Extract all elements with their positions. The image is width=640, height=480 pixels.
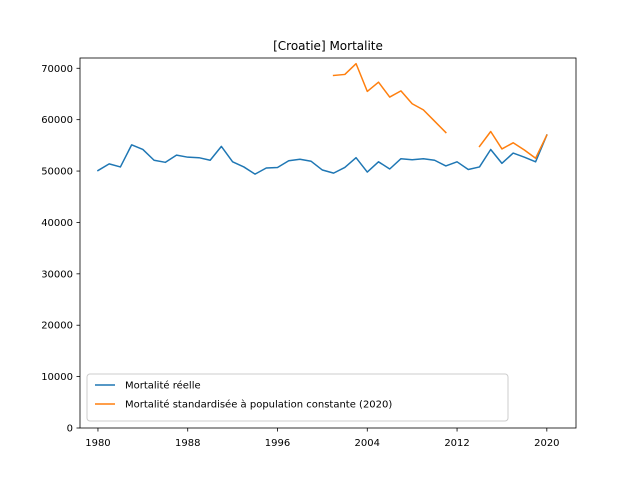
x-tick-label: 1988 (175, 438, 200, 449)
series-line-1 (478, 130, 548, 159)
legend: Mortalité réelle Mortalité standardisée à… (86, 373, 509, 422)
x-tick-label: 1996 (265, 438, 290, 449)
series-layer (96, 62, 548, 175)
x-axis: 1980 1988 1996 2004 2012 2020 (85, 428, 560, 449)
y-tick-label: 50000 (41, 167, 73, 178)
y-tick-label: 20000 (41, 321, 73, 332)
y-tick-label: 60000 (41, 115, 73, 126)
y-axis: 0 10000 20000 30000 40000 50000 60000 70000 (41, 64, 80, 435)
plot-area-frame (79, 57, 577, 429)
x-tick-label: 2012 (444, 438, 469, 449)
y-tick-label: 30000 (41, 269, 73, 280)
x-tick-label: 2020 (534, 438, 559, 449)
legend-label-1: Mortalité standardisée à population cons… (125, 399, 392, 411)
x-tick-label: 1980 (85, 438, 110, 449)
y-tick-label: 40000 (41, 218, 73, 229)
legend-box (86, 373, 509, 422)
series-line-0 (96, 134, 548, 175)
series-line-1 (332, 62, 447, 134)
y-tick-label: 70000 (41, 64, 73, 75)
y-tick-label: 0 (67, 424, 73, 435)
chart-title: [Croatie] Mortalite (273, 39, 383, 53)
x-tick-label: 2004 (355, 438, 380, 449)
y-tick-label: 10000 (41, 372, 73, 383)
legend-label-0: Mortalité réelle (125, 380, 201, 392)
